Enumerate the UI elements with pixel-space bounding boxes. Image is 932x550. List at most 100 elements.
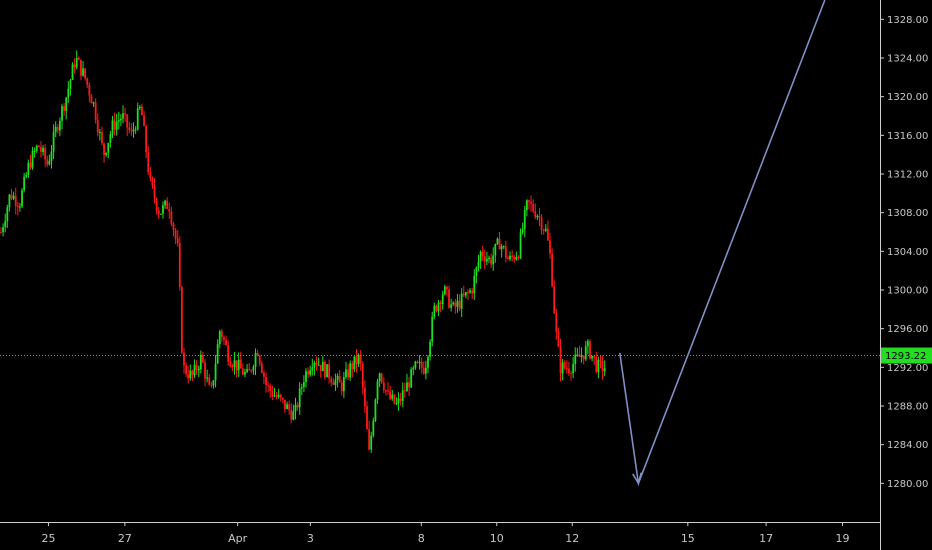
candle-body: [94, 102, 97, 120]
candle-body: [464, 292, 467, 296]
candle-body: [136, 108, 139, 130]
candle-body: [21, 190, 23, 207]
candle-body: [395, 403, 398, 405]
x-tick-label: 3: [307, 532, 314, 545]
candle-body: [342, 377, 345, 392]
candle-body: [180, 287, 183, 353]
candle-body: [27, 162, 30, 175]
candle-body: [16, 205, 19, 207]
candle-body: [519, 232, 522, 258]
candle-series: [0, 50, 606, 453]
x-tick-label: Apr: [228, 532, 248, 545]
candle-body: [229, 361, 232, 367]
candle-body: [145, 126, 148, 153]
price-axis[interactable]: [880, 0, 932, 550]
candle-body: [439, 302, 442, 305]
candle-body: [469, 290, 471, 293]
candle-body: [473, 275, 476, 294]
candle-body: [340, 382, 343, 392]
candle-body: [128, 127, 131, 130]
candle-body: [271, 390, 274, 397]
candle-body: [277, 394, 280, 398]
candle-body: [216, 344, 219, 364]
candle-body: [37, 145, 40, 147]
candle-body: [14, 195, 17, 206]
candle-body: [410, 369, 413, 388]
candle-body: [10, 194, 13, 199]
candle-body: [387, 390, 389, 392]
candle-body: [498, 238, 501, 250]
candle-body: [239, 359, 242, 369]
candle-body: [563, 362, 566, 368]
x-tick-label: 12: [565, 532, 579, 545]
candle-body: [300, 387, 303, 389]
candle-body: [513, 257, 516, 260]
candle-body: [147, 152, 150, 173]
candle-body: [279, 394, 282, 398]
candle-body: [528, 200, 530, 202]
candle-body: [309, 370, 312, 375]
candle-body: [265, 376, 267, 385]
candle-body: [58, 120, 61, 131]
candle-body: [536, 215, 539, 218]
candle-body: [580, 355, 583, 357]
candle-body: [385, 390, 387, 392]
candle-body: [218, 331, 221, 345]
candle-body: [191, 370, 194, 375]
y-tick-label: 1312.00: [887, 170, 928, 181]
candle-body: [69, 79, 72, 89]
candle-body: [456, 300, 459, 307]
candle-body: [349, 363, 352, 378]
candle-body: [311, 367, 314, 371]
candle-body: [401, 390, 404, 401]
candle-body: [35, 145, 38, 151]
candle-body: [86, 78, 89, 85]
candle-body: [159, 213, 162, 215]
x-tick-label: 27: [118, 532, 132, 545]
candle-body: [454, 302, 457, 307]
candle-body: [561, 362, 564, 374]
candle-body: [92, 102, 95, 104]
candle-body: [319, 364, 322, 372]
candle-body: [48, 161, 51, 165]
y-tick-label: 1280.00: [887, 479, 928, 490]
candle-body: [504, 246, 507, 258]
candle-body: [399, 398, 402, 401]
time-axis[interactable]: [0, 522, 880, 550]
candle-body: [412, 368, 415, 370]
candle-body: [317, 364, 320, 366]
candle-body: [494, 243, 497, 256]
candle-body: [52, 132, 55, 152]
candle-body: [138, 106, 141, 109]
candle-body: [197, 368, 200, 371]
candle-body: [450, 304, 453, 308]
candle-body: [174, 229, 177, 239]
candle-body: [488, 257, 490, 259]
candle-body: [294, 404, 297, 412]
candle-body: [338, 375, 341, 383]
candle-body: [496, 238, 499, 244]
candle-body: [101, 132, 103, 144]
candle-body: [151, 178, 154, 186]
candle-body: [185, 365, 188, 375]
candle-body: [292, 411, 295, 420]
candle-body: [25, 174, 28, 177]
candle-body: [155, 198, 158, 211]
candle-body: [357, 354, 360, 364]
candle-body: [366, 406, 368, 430]
candle-body: [256, 353, 259, 356]
candle-body: [441, 294, 444, 305]
candle-body: [172, 223, 175, 230]
candle-body: [107, 142, 110, 153]
candle-body: [115, 121, 118, 130]
y-tick-label: 1320.00: [887, 92, 928, 103]
candle-body: [164, 200, 166, 206]
candle-body: [305, 371, 307, 383]
candle-body: [586, 341, 589, 347]
candle-body: [330, 378, 333, 383]
x-tick-label: 15: [681, 532, 695, 545]
candle-body: [23, 176, 26, 191]
candle-body: [467, 292, 469, 294]
candle-body: [372, 420, 375, 436]
candle-body: [416, 361, 419, 363]
